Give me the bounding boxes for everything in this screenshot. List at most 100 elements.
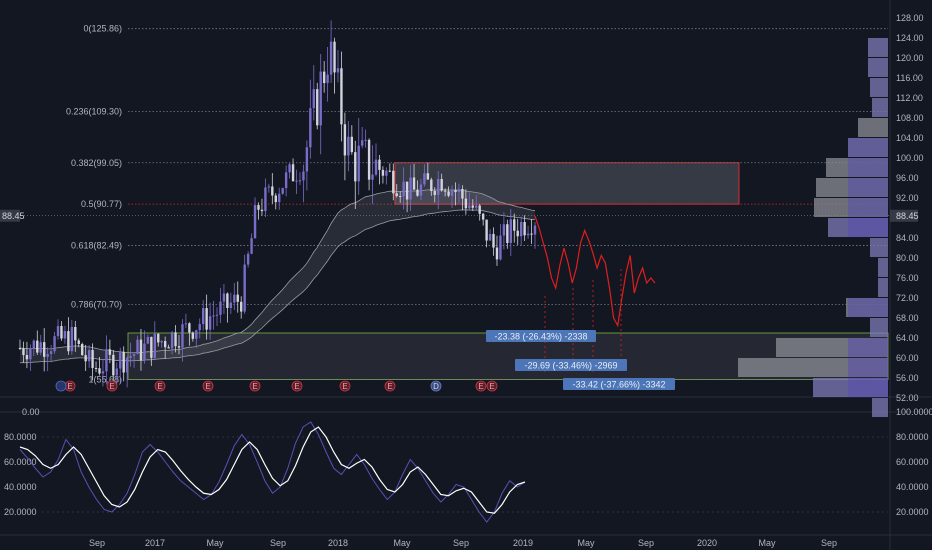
candle-body xyxy=(70,326,74,352)
price-axis[interactable]: 128.00 124.00 120.00 116.00 112.00 108.00 104.… xyxy=(0,13,924,403)
candle-body xyxy=(302,171,305,181)
candle-body xyxy=(298,180,302,182)
time-tick: Sep xyxy=(270,538,286,548)
price-tick: 60.00 xyxy=(896,353,919,363)
candle-body xyxy=(243,264,246,312)
fib-label: 0.382(99.05) xyxy=(71,158,122,168)
candle-body xyxy=(233,294,236,303)
candle-body xyxy=(163,341,167,348)
measurement-bg xyxy=(486,330,596,342)
candle-body xyxy=(443,190,447,192)
oscillator-pane: 0.00 100.0000 80.0000 80.0000 60.0000 60.0000… xyxy=(4,407,932,523)
candle-body xyxy=(450,190,454,196)
candle-body xyxy=(25,355,29,360)
volume-profile-bar xyxy=(868,58,888,77)
time-tick: Sep xyxy=(453,538,469,548)
price-badge-bg xyxy=(890,209,918,222)
candle-body xyxy=(333,41,336,73)
candle-body xyxy=(350,136,354,153)
price-tick: 124.00 xyxy=(896,33,924,43)
candle-body xyxy=(475,205,478,208)
measurements[interactable]: -23.38 (-26.43%) -2338 -29.69 (-33.46%) -… xyxy=(486,330,675,390)
candle-body xyxy=(385,170,388,176)
candle-body xyxy=(485,219,488,241)
osc-tick-left: 40.0000 xyxy=(4,482,37,492)
candle-body xyxy=(150,336,153,358)
time-tick: May xyxy=(206,538,224,548)
candle-body xyxy=(312,89,315,109)
candle-body xyxy=(174,332,177,347)
candle-body xyxy=(84,355,87,362)
candle-body xyxy=(336,68,340,73)
candle-body xyxy=(274,195,277,203)
volume-profile-bar xyxy=(870,238,888,257)
candle-body xyxy=(405,181,409,200)
candle-body xyxy=(119,351,122,369)
earnings-marker-label: E xyxy=(109,382,114,391)
candle-body xyxy=(319,71,322,126)
candle-body xyxy=(364,139,367,141)
candle-body xyxy=(170,332,174,349)
earnings-marker-label: E xyxy=(387,382,392,391)
dividend-marker xyxy=(55,380,67,392)
candle-body xyxy=(516,230,519,237)
candle-body xyxy=(354,152,357,182)
candle-body xyxy=(513,219,516,231)
candle-body xyxy=(357,145,360,182)
volume-profile-bar xyxy=(872,398,888,417)
candle-body xyxy=(94,367,98,369)
volume-profile-bar xyxy=(858,118,888,137)
candle-body xyxy=(367,139,371,180)
price-tick: 84.00 xyxy=(896,233,919,243)
candle-body xyxy=(191,332,195,339)
volume-profile-bar xyxy=(868,38,888,57)
candle-body xyxy=(502,224,506,236)
price-badge-text: 88.45 xyxy=(896,211,919,221)
osc-slow-line xyxy=(19,426,526,514)
time-axis[interactable]: Sep 2017 May Sep 2018 May Sep 2019 May Sep 2020 May… xyxy=(89,538,837,548)
candle-body xyxy=(136,339,139,354)
candle-body xyxy=(440,179,443,191)
candle-body xyxy=(267,186,271,188)
earnings-marker-label: E xyxy=(489,382,494,391)
earnings-marker xyxy=(291,380,303,392)
candle-body xyxy=(461,189,464,199)
price-tick: 72.00 xyxy=(896,293,919,303)
price-tick: 116.00 xyxy=(896,73,923,83)
volume-profile xyxy=(738,38,888,417)
price-tick: 120.00 xyxy=(896,53,924,63)
candle-body xyxy=(29,348,32,360)
candle-body xyxy=(381,169,385,176)
candle-body xyxy=(253,205,257,239)
osc-tick-left: 60.0000 xyxy=(4,457,37,467)
candle-body xyxy=(468,205,471,209)
price-tick: 68.00 xyxy=(896,313,919,323)
candle-body xyxy=(67,331,70,352)
candle-body xyxy=(212,315,215,317)
price-tick: 52.00 xyxy=(896,393,919,403)
osc-tick-right: 60.0000 xyxy=(896,457,929,467)
earnings-marker xyxy=(154,380,166,392)
candle-body xyxy=(160,341,163,343)
left-price-badge-bg xyxy=(0,209,20,222)
earnings-marker-label: D xyxy=(433,382,439,391)
candle-body xyxy=(264,187,267,212)
earnings-marker-label: E xyxy=(205,382,210,391)
candle-body xyxy=(201,308,205,325)
fib-label: 0.786(70.70) xyxy=(71,300,122,310)
candle-body xyxy=(184,323,188,325)
candle-body xyxy=(506,224,509,243)
candle-body xyxy=(222,293,226,302)
osc-tick-right: 40.0000 xyxy=(896,482,929,492)
candle-body xyxy=(22,348,25,356)
earnings-marker-label: E xyxy=(67,382,72,391)
pane-top-label: 0.00 xyxy=(22,407,40,417)
candle-body xyxy=(478,205,481,214)
candle-body xyxy=(122,351,125,373)
candle-body xyxy=(53,336,56,352)
candle-body xyxy=(198,324,201,331)
